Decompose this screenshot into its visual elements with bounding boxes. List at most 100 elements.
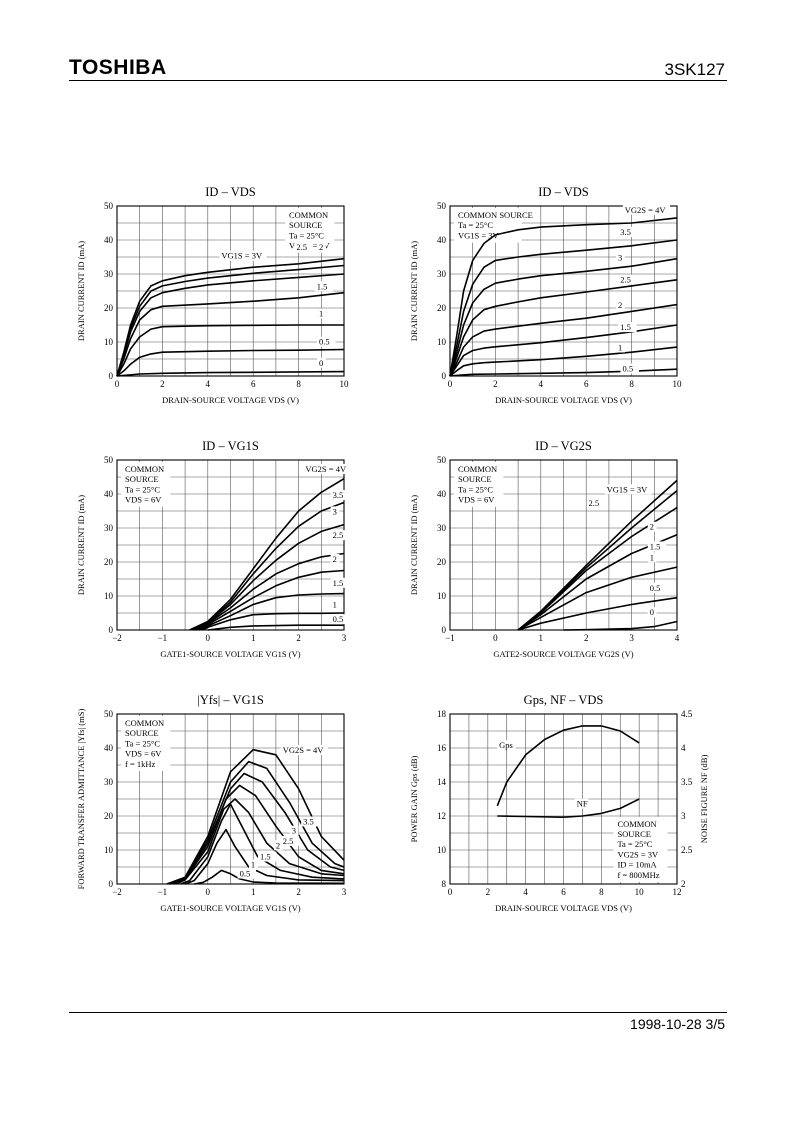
series-line <box>116 348 345 377</box>
chart-svg: ID – VG1S−2 −1 0 1 2 301020304050GATE1-SOURCE… <box>76 439 351 659</box>
x-tick-label: 2 <box>160 379 165 389</box>
legend-box <box>454 462 504 507</box>
y-tick-label: 0 <box>109 371 114 381</box>
footer-rule <box>69 1012 727 1013</box>
curve-label: VG2S = 4V <box>283 745 325 755</box>
legend-text: Ta = 25°C <box>289 230 324 240</box>
x-tick-label: 3 <box>342 887 347 897</box>
y-tick-label: 0 <box>109 879 114 889</box>
legend-text: SOURCE <box>289 220 323 230</box>
x-tick-label: 3 <box>342 633 347 643</box>
curve-label: 2 <box>319 242 323 252</box>
y-tick-label: 50 <box>104 455 114 465</box>
series-line <box>116 291 345 377</box>
curve-label: 2 <box>650 522 654 532</box>
x-tick-label: −2 <box>112 633 122 643</box>
curve-label: 2 <box>276 840 280 850</box>
series-line <box>517 506 678 631</box>
x-tick-label: 12 <box>673 887 682 897</box>
y-tick-label: 0 <box>109 625 114 635</box>
x-tick-label: 2 <box>486 887 491 897</box>
x-axis-label: DRAIN-SOURCE VOLTAGE VDS (V) <box>495 395 632 405</box>
series-line <box>193 523 345 631</box>
y-right-tick-label: 3.5 <box>681 777 693 787</box>
legend-text: VG2S = 3V <box>617 849 659 859</box>
series-line <box>207 624 344 631</box>
x-tick-label: 8 <box>629 379 634 389</box>
plot-frame <box>116 459 345 631</box>
y-tick-label: 10 <box>437 337 447 347</box>
plot-frame <box>449 713 678 885</box>
y-tick-label: 12 <box>437 811 446 821</box>
curve-label: VG2S = 4V <box>625 205 667 215</box>
x-tick-label: 0 <box>493 633 498 643</box>
brand-logo: TOSHIBA <box>69 56 167 79</box>
legend-text: VDS = 6V <box>458 495 495 505</box>
series-line <box>497 798 640 818</box>
y-tick-label: 40 <box>437 489 447 499</box>
curve-label: 0.5 <box>650 583 661 593</box>
y-tick-label: 10 <box>104 591 114 601</box>
series-line <box>175 798 345 885</box>
legend-text: SOURCE <box>125 728 159 738</box>
y-tick-label: 0 <box>442 625 447 635</box>
curve-label: VG1S = 3V <box>221 251 263 261</box>
series-line <box>449 239 678 377</box>
curve-label: 3.5 <box>333 490 344 500</box>
y-tick-label: 50 <box>437 455 447 465</box>
x-tick-label: 6 <box>561 887 566 897</box>
y-tick-label: 20 <box>437 557 447 567</box>
chart-id-vds-vg2s: ID – VDS 0 2 4 6 8 10 0 10 20 30 40 50 DRAIN-SOURCE V… <box>393 178 713 428</box>
header-rule <box>69 80 727 81</box>
y-tick-label: 30 <box>104 777 114 787</box>
part-number: 3SK127 <box>664 60 726 79</box>
curve-label: 2 <box>333 554 337 564</box>
series-line <box>517 596 678 631</box>
curve-label: 2.5 <box>283 836 294 846</box>
y-axis-label: DRAIN CURRENT ID (mA) <box>76 241 86 341</box>
y-axis-label: DRAIN CURRENT ID (mA) <box>409 495 419 595</box>
y-tick-label: 50 <box>104 709 114 719</box>
y-tick-label: 16 <box>437 743 447 753</box>
y-axis-label: POWER GAIN Gps (dB) <box>409 756 419 843</box>
series-line <box>449 217 678 377</box>
y-tick-label: 10 <box>437 845 447 855</box>
x-tick-label: 10 <box>340 379 350 389</box>
series-line <box>496 725 640 807</box>
series-line <box>184 828 345 885</box>
legend-text: f = 800MHz <box>617 870 659 880</box>
curve-label: 3 <box>292 826 296 836</box>
legend-text: VG1S = 3V <box>458 230 500 240</box>
curve-label: 1.5 <box>650 541 661 551</box>
chart-svg: ID – VDS 0 2 4 6 8 10 0 10 20 30 40 50 DRAIN-SOURCE V… <box>409 185 683 405</box>
series-line <box>189 478 345 631</box>
curve-label: 2.5 <box>588 498 599 508</box>
x-tick-label: 6 <box>251 379 256 389</box>
x-tick-label: 8 <box>296 379 301 389</box>
curve-label: 0.5 <box>240 869 251 879</box>
curve-label: 1 <box>618 343 622 353</box>
chart-title: ID – VG2S <box>535 439 592 453</box>
series-line <box>202 612 345 631</box>
plot-frame <box>449 205 678 377</box>
x-tick-label: 10 <box>673 379 683 389</box>
x-tick-label: 4 <box>206 379 211 389</box>
chart-id-vds-vg1s: ID – VDS 0 2 4 6 8 10 0 10 20 30 40 50 DRAIN-SOURCE V… <box>60 178 380 428</box>
curve-label: 1.5 <box>620 322 631 332</box>
chart-svg: ID – VG2S−1 0 1 2 3 401020304050GATE2-SOURCE … <box>409 439 680 659</box>
x-tick-label: 2 <box>296 633 301 643</box>
series-line <box>449 279 678 377</box>
curve-label: 0 <box>319 358 323 368</box>
legend-box <box>613 816 668 882</box>
chart-gps-nf-vds: Gps, NF – VDS 0 2 4 6 8 10 12 8 10 12 14 16 18 2 2.5 3 3.… <box>393 686 713 936</box>
x-axis-label: GATE2-SOURCE VOLTAGE VG2S (V) <box>493 649 633 659</box>
y-tick-label: 50 <box>437 201 447 211</box>
series-line <box>194 869 345 885</box>
curve-label: 1.5 <box>317 281 328 291</box>
curve-label: 3.5 <box>303 817 314 827</box>
y-tick-label: 40 <box>104 489 114 499</box>
legend-text: Ta = 25°C <box>125 738 160 748</box>
legend-text: f = 1kHz <box>125 759 156 769</box>
x-tick-label: 10 <box>635 887 645 897</box>
y-tick-label: 20 <box>104 811 114 821</box>
